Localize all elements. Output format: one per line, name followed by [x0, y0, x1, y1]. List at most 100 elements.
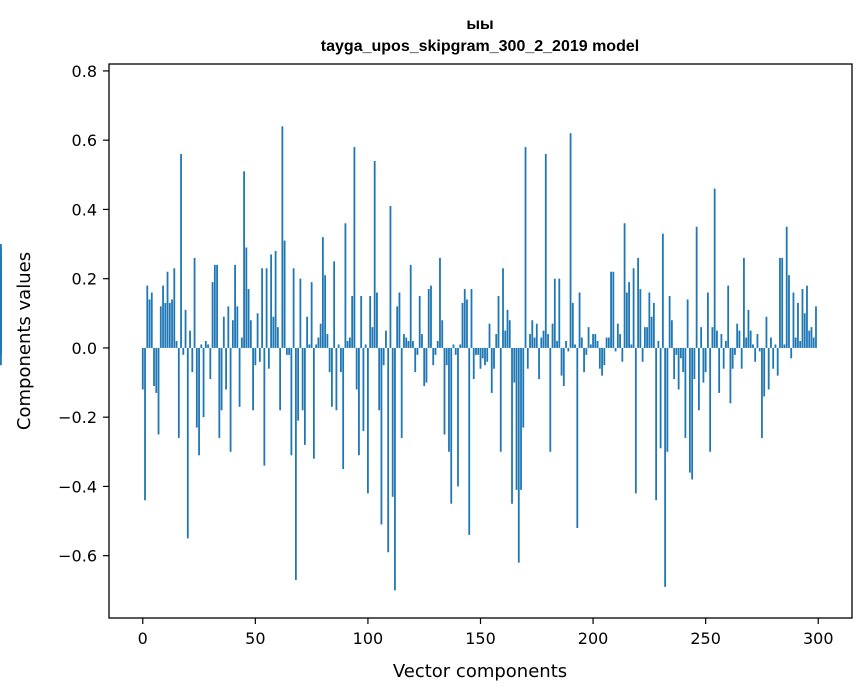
bar — [247, 289, 250, 348]
bar — [734, 347, 736, 355]
bar — [258, 347, 261, 362]
bar — [621, 347, 624, 362]
bar — [754, 347, 757, 362]
bar — [725, 341, 727, 348]
bar — [661, 233, 664, 348]
bar — [407, 341, 410, 348]
bar — [556, 341, 558, 348]
bar — [698, 347, 700, 411]
bar — [351, 295, 354, 348]
bar — [288, 347, 291, 355]
x-tick-label: 100 — [353, 629, 384, 648]
bar — [499, 347, 502, 452]
bar — [695, 226, 698, 348]
bar — [470, 289, 473, 348]
bar — [783, 344, 786, 348]
bar — [434, 347, 437, 355]
chart-title-line1: ыы — [466, 16, 493, 33]
y-tick-label: −0.6 — [58, 547, 97, 566]
bar — [360, 295, 363, 348]
bar — [531, 320, 534, 348]
bar — [623, 223, 626, 348]
bar — [585, 347, 588, 355]
bar — [337, 344, 340, 348]
bar — [184, 309, 187, 348]
bar — [344, 223, 347, 348]
bar — [317, 337, 320, 348]
bar — [265, 268, 268, 348]
bar — [308, 344, 311, 348]
bar — [283, 240, 286, 348]
bar — [772, 347, 775, 369]
y-tick-label: 0.4 — [72, 200, 97, 219]
bar — [540, 337, 543, 348]
bar — [513, 347, 516, 383]
bar — [607, 337, 610, 348]
bar — [141, 347, 144, 390]
bar — [389, 205, 392, 348]
bar — [279, 347, 282, 411]
bar — [576, 347, 579, 528]
bar — [220, 347, 223, 411]
bar — [367, 347, 369, 494]
bar — [749, 330, 752, 348]
bar — [412, 341, 414, 348]
bar — [544, 154, 547, 348]
bar — [605, 337, 608, 348]
bar — [227, 306, 230, 348]
bar — [421, 334, 423, 348]
bar — [666, 347, 669, 452]
bar — [263, 347, 266, 466]
bar — [195, 347, 198, 428]
bar — [504, 330, 507, 348]
bar — [484, 347, 486, 366]
bar — [306, 316, 309, 348]
bar — [191, 347, 194, 373]
bar — [526, 347, 529, 369]
bar — [794, 337, 797, 348]
bar — [315, 344, 318, 348]
bar — [297, 347, 300, 421]
bar — [625, 292, 628, 348]
bar — [648, 292, 651, 348]
bar — [448, 347, 450, 452]
x-tick-label: 50 — [245, 629, 265, 648]
bar — [193, 257, 196, 348]
bar — [272, 316, 275, 348]
bar — [562, 347, 565, 387]
bar — [0, 347, 2, 366]
bar — [578, 292, 581, 348]
bar — [630, 344, 633, 348]
bar — [506, 309, 509, 348]
bar — [583, 347, 585, 373]
bar — [353, 147, 356, 348]
bar — [790, 347, 793, 359]
bar — [182, 347, 185, 355]
bar — [243, 171, 245, 348]
bar — [175, 341, 178, 348]
bar — [378, 347, 381, 411]
bar — [231, 320, 234, 348]
bar — [171, 299, 173, 348]
bar — [704, 347, 707, 373]
bar — [682, 347, 685, 373]
bar — [686, 299, 689, 348]
bar — [488, 323, 491, 348]
bar — [436, 341, 439, 348]
bar — [238, 347, 241, 407]
bar — [157, 347, 160, 435]
bar — [580, 337, 583, 348]
bar — [693, 347, 696, 380]
bar — [479, 347, 482, 369]
bar — [405, 337, 408, 348]
bar — [788, 275, 790, 348]
bar — [565, 341, 567, 348]
bar — [211, 282, 214, 348]
bar — [362, 347, 365, 432]
bar — [720, 334, 723, 348]
bar — [652, 302, 655, 348]
bar — [803, 313, 806, 348]
bar — [349, 337, 351, 348]
bar — [222, 316, 225, 348]
bar — [812, 337, 815, 348]
